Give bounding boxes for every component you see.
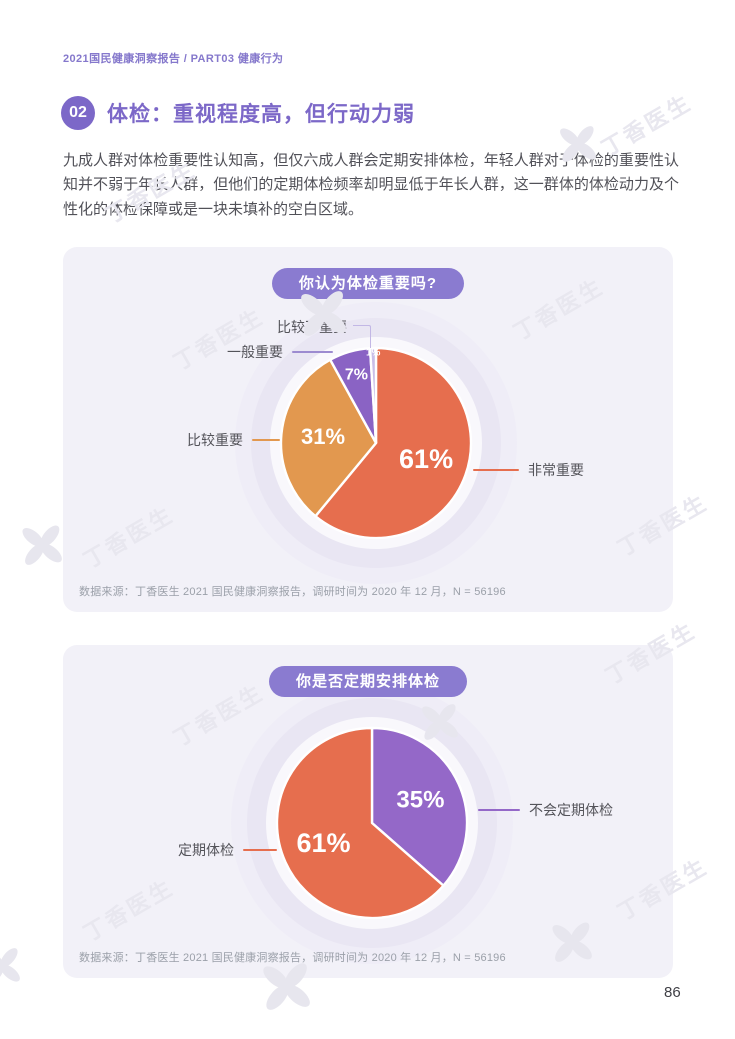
connector-line	[478, 809, 520, 811]
flower-petal	[576, 126, 594, 146]
connector-line	[243, 849, 277, 851]
data-source-note: 数据来源：丁香医生 2021 国民健康洞察报告，调研时间为 2020 年 12 …	[79, 586, 506, 598]
pie-slice-percent-定期体检: 61%	[297, 828, 351, 858]
chart-card-importance: 61% 31% 7% 1% 你认为体检重要吗? 非常重要 比较重要 一般重要 比较不重…	[63, 247, 673, 612]
flower-petal	[25, 544, 44, 565]
connector-line	[473, 469, 519, 471]
flower-petal	[285, 984, 310, 1007]
section-number-badge: 02	[61, 96, 95, 130]
flower-petal	[266, 985, 289, 1010]
section-title: 体检：重视程度高，但行动力弱	[107, 103, 415, 126]
chart-title-pill: 你认为体检重要吗?	[271, 268, 465, 299]
chart-card-schedule: 35% 61% 你是否定期安排体检 不会定期体检 定期体检 数据来源：丁香医生 2…	[63, 645, 673, 978]
connector-elbow-line	[353, 325, 371, 348]
flower-petal	[0, 948, 18, 968]
flower-petal	[560, 128, 580, 146]
pie-slice-percent-不会定期体检: 35%	[396, 786, 444, 813]
callout-quite-important: 比较重要	[187, 430, 280, 450]
callout-label: 比较不重要	[277, 319, 347, 335]
pie-slice-percent-比较重要: 31%	[301, 424, 345, 449]
pie-chart-svg: 35% 61%	[231, 682, 513, 964]
callout-label: 比较重要	[187, 432, 243, 448]
pie-slice-非常重要	[314, 346, 473, 540]
breadcrumb: 2021国民健康洞察报告 / PART03 健康行为	[63, 53, 284, 65]
pie-chart-svg: 61% 31% 7% 1%	[235, 302, 517, 584]
pie-chart-schedule: 35% 61%	[63, 645, 673, 978]
pie-slice-定期体检	[275, 726, 445, 920]
chart-title-pill: 你是否定期安排体检	[268, 666, 467, 697]
flower-petal	[0, 964, 20, 982]
callout-label: 不会定期体检	[529, 802, 613, 818]
pie-slice-percent-非常重要: 61%	[399, 444, 453, 474]
intro-paragraph: 九成人群对体检重要性认知高，但仅六成人群会定期安排体检，年轻人群对于体检的重要性…	[63, 152, 679, 218]
flower-watermark-icon	[22, 525, 62, 565]
callout-not-important: 比较不重要	[277, 317, 371, 348]
callout-regular-checkup: 定期体检	[178, 840, 277, 860]
callout-label: 一般重要	[227, 344, 283, 360]
pie-slice-比较不重要	[368, 346, 378, 445]
flower-petal	[0, 964, 4, 984]
flower-watermark-icon	[0, 948, 20, 984]
callout-label: 非常重要	[528, 462, 584, 478]
data-source-note: 数据来源：丁香医生 2021 国民健康洞察报告，调研时间为 2020 年 12 …	[79, 952, 506, 964]
flower-petal	[0, 950, 4, 968]
flower-petal	[41, 543, 62, 563]
page-number: 86	[664, 984, 681, 1001]
section-title-row: 02 体检：重视程度高，但行动力弱	[61, 96, 415, 130]
pie-slice-不会定期体检	[370, 726, 469, 887]
connector-line	[292, 351, 333, 353]
callout-average-important: 一般重要	[227, 342, 333, 362]
pie-chart-importance: 61% 31% 7% 1%	[63, 247, 673, 612]
pie-slice-percent-比较不重要: 1%	[366, 347, 381, 358]
flower-petal	[22, 528, 44, 547]
flower-petal	[40, 525, 60, 547]
callout-label: 定期体检	[178, 842, 234, 858]
pie-slice-比较重要	[279, 358, 378, 518]
callout-no-regular-checkup: 不会定期体检	[478, 800, 613, 820]
callout-very-important: 非常重要	[473, 460, 584, 480]
connector-line	[252, 439, 280, 441]
pie-slice-percent-一般重要: 7%	[345, 367, 368, 384]
